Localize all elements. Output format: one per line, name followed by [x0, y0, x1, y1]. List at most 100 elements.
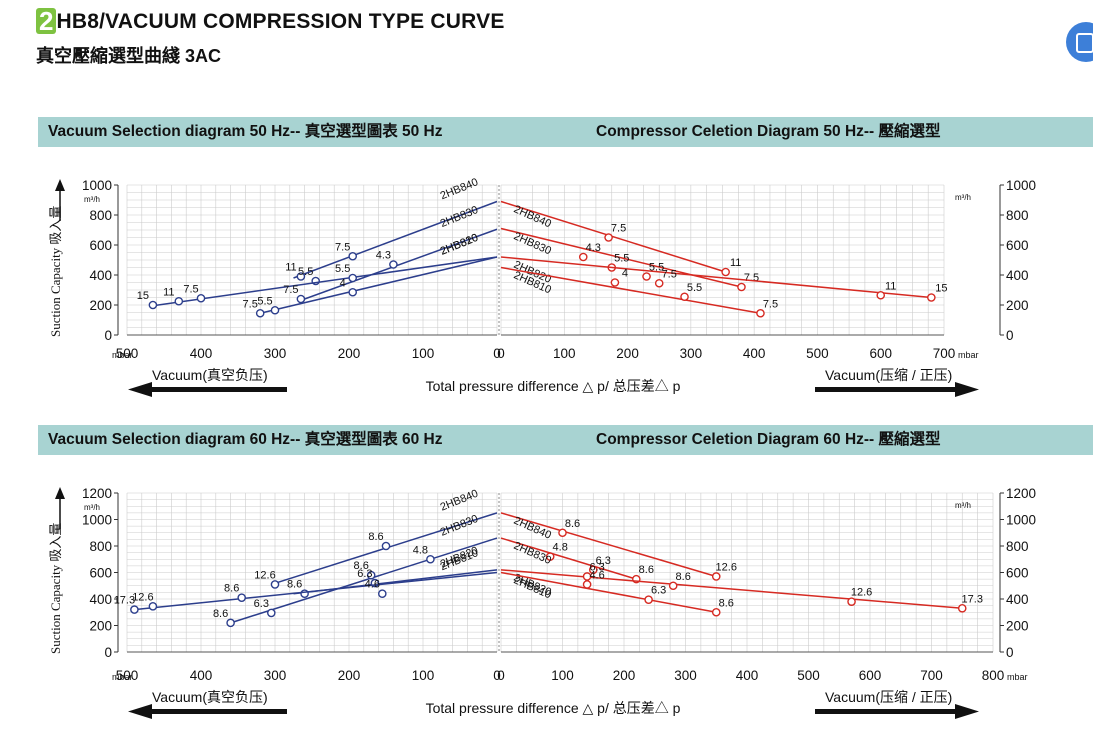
data-point: [847, 597, 856, 606]
data-point: [296, 272, 306, 281]
x-tick-label: 0: [493, 668, 501, 683]
y-tick-label: 200: [89, 298, 112, 313]
y-tick-label: 0: [104, 328, 112, 343]
data-point: [366, 570, 376, 580]
vacuum-arrow-bar: [150, 387, 287, 392]
x-tick-label: 500: [116, 346, 139, 361]
series-line: [500, 200, 726, 273]
data-point: [588, 565, 598, 575]
x-tick-label: 200: [338, 346, 361, 361]
x-tick-label: 800: [982, 668, 1005, 683]
data-label: 4.3: [586, 242, 601, 254]
x-tick-label: 300: [680, 346, 703, 361]
data-point: [377, 589, 387, 599]
y-tick-label: 200: [89, 619, 112, 634]
x-tick-label: 100: [551, 668, 574, 683]
series-line: [500, 569, 963, 610]
data-label: 8.6: [676, 571, 691, 583]
data-point: [582, 572, 592, 581]
data-label: 6.3: [596, 555, 611, 567]
y-tick-label: 400: [1006, 592, 1029, 607]
data-point: [348, 273, 358, 283]
data-point: [196, 293, 206, 303]
series-name-label: 2HB810: [439, 232, 480, 258]
data-point: [644, 595, 653, 604]
header-title-row: 2 HB8/VACUUM COMPRESSION TYPE CURVE: [36, 8, 505, 34]
y-tick-label: 800: [89, 539, 112, 554]
x-tick-label: 600: [869, 346, 892, 361]
y-tick-label: 600: [89, 238, 112, 253]
series-line: [500, 266, 761, 314]
series-name-label: 2HB830: [512, 540, 553, 567]
data-point: [957, 603, 967, 613]
compressor-arrow-head: [955, 382, 979, 397]
data-point: [426, 554, 435, 564]
data-point: [756, 308, 765, 318]
vacuum-arrow-head: [128, 704, 152, 719]
data-point: [348, 251, 358, 261]
data-label: 12.6: [254, 569, 275, 581]
data-label: 17.3: [962, 593, 983, 605]
y-tick-label: 1000: [82, 178, 112, 193]
series-line: [500, 537, 637, 580]
unit-label: m³/h: [955, 193, 971, 202]
unit-label: m³/h: [84, 503, 100, 512]
band-50hz: Vacuum Selection diagram 50 Hz-- 真空選型圖表 …: [38, 117, 1093, 147]
y-tick-label: 200: [1006, 298, 1029, 313]
data-point: [610, 278, 620, 287]
series-line: [304, 228, 498, 300]
data-label: 4: [340, 277, 346, 289]
y-tick-label: 0: [1006, 645, 1014, 660]
data-point: [642, 272, 651, 281]
y-axis-title: Suction Capacity 吸入量: [48, 206, 63, 337]
x-tick-label: 400: [736, 668, 759, 683]
data-point: [148, 300, 158, 310]
data-label: 7.5: [183, 283, 198, 295]
x-tick-label: 200: [616, 346, 639, 361]
data-label: 17.3: [114, 595, 135, 607]
data-point: [130, 605, 139, 614]
data-label: 12.6: [851, 587, 872, 599]
data-label: 15: [137, 290, 149, 302]
series-line: [500, 227, 742, 288]
series-line: [134, 571, 498, 611]
title-compressor-60hz: Compressor Celetion Diagram 60 Hz-- 壓縮選型: [596, 431, 941, 448]
y-tick-label: 1000: [1006, 178, 1036, 193]
data-label: 5.5: [257, 295, 272, 307]
x-axis-title: Total pressure difference △ p/ 总压差△ p: [426, 378, 681, 394]
data-point: [654, 278, 664, 288]
data-point: [711, 607, 721, 617]
compressor-arrow-bar: [815, 387, 960, 392]
y-tick-label: 800: [89, 208, 112, 223]
series-line: [500, 256, 932, 299]
x-tick-label: 600: [859, 668, 882, 683]
data-point: [237, 593, 246, 602]
x-tick-label: 100: [412, 668, 435, 683]
compressor-label: Vacuum(压缩 / 正压): [825, 689, 952, 705]
data-label: 12.6: [716, 561, 737, 573]
data-label: 11: [885, 280, 896, 292]
page-subtitle: 真空壓縮選型曲綫 3AC: [36, 46, 222, 66]
x-tick-label: 700: [920, 668, 943, 683]
page-header: 2 HB8/VACUUM COMPRESSION TYPE CURVE 真空壓縮選…: [36, 8, 505, 68]
unit-label: m³/h: [955, 501, 971, 510]
data-label: 8.6: [287, 579, 302, 591]
data-label: 5.5: [614, 253, 629, 265]
data-label: 12.6: [132, 591, 153, 603]
data-point: [174, 296, 184, 306]
data-label: 11: [730, 257, 741, 269]
data-label: 4.8: [553, 542, 568, 554]
data-point: [270, 305, 280, 315]
data-label: 8.6: [565, 518, 580, 530]
data-point: [389, 260, 398, 269]
data-point: [266, 608, 276, 618]
section-number-badge: 2: [36, 8, 57, 34]
data-point: [668, 581, 678, 591]
title-compressor-50hz: Compressor Celetion Diagram 50 Hz-- 壓縮選型: [596, 123, 941, 140]
x-tick-label: 500: [806, 346, 829, 361]
data-label: 5.5: [687, 282, 702, 294]
data-label: 6.3: [254, 598, 269, 610]
data-label: 4: [622, 268, 628, 280]
series-line: [260, 256, 498, 314]
data-point: [148, 601, 158, 611]
